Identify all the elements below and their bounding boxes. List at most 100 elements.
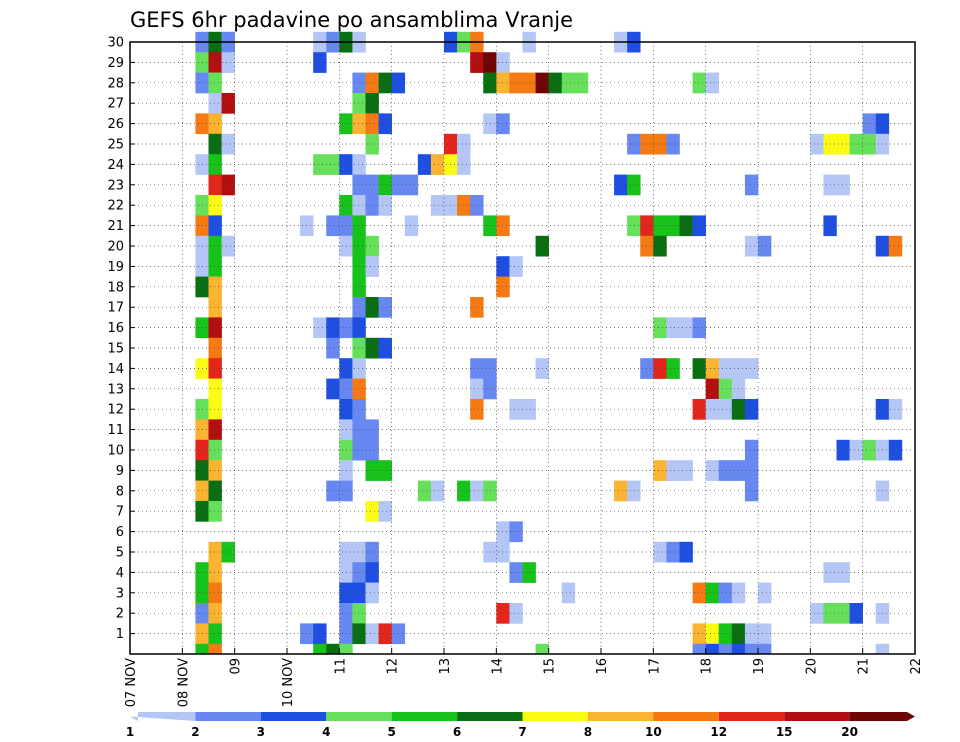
heatmap-cell — [208, 174, 222, 196]
heatmap-cell — [457, 133, 471, 155]
heatmap-cell — [378, 297, 392, 318]
heatmap-cell — [352, 399, 366, 420]
heatmap-cell — [195, 643, 209, 654]
heatmap-cell — [208, 378, 222, 400]
heatmap-cell — [758, 623, 772, 645]
legend-swatch — [260, 712, 327, 721]
heatmap-cell — [705, 358, 720, 379]
legend-swatch — [849, 712, 915, 721]
heatmap-cell — [208, 480, 222, 502]
heatmap-cell — [404, 215, 419, 237]
heatmap-cell — [208, 317, 222, 339]
heatmap-cell — [509, 603, 523, 624]
heatmap-cell — [352, 276, 366, 298]
y-tick-label: 6 — [116, 525, 124, 540]
heatmap-cell — [470, 195, 484, 216]
heatmap-cell — [744, 235, 759, 257]
y-tick-label: 12 — [107, 403, 124, 418]
heatmap-cell — [430, 480, 445, 502]
y-tick-label: 9 — [116, 464, 124, 479]
legend-swatch — [784, 712, 850, 721]
heatmap-cell — [483, 72, 497, 94]
y-tick-label: 17 — [107, 301, 124, 316]
heatmap-cell — [326, 643, 340, 654]
y-tick-label: 18 — [107, 280, 124, 295]
heatmap-cell — [653, 541, 667, 563]
heatmap-cell — [208, 133, 222, 155]
x-tick-label: 10 NOV — [281, 658, 296, 707]
x-tick-label: 07 NOV — [124, 658, 139, 707]
heatmap-cell — [744, 174, 759, 196]
heatmap-cell — [208, 215, 222, 237]
heatmap-cell — [718, 460, 733, 481]
heatmap-cell — [627, 480, 641, 502]
heatmap-cell — [705, 72, 720, 94]
heatmap-cell — [836, 133, 850, 155]
heatmap-cell — [365, 501, 379, 522]
y-tick-label: 22 — [107, 199, 124, 214]
heatmap-cell — [692, 358, 706, 379]
heatmap-cell — [365, 195, 379, 216]
heatmap-cell — [221, 133, 235, 155]
heatmap-cell — [705, 399, 720, 420]
legend-label: 4 — [322, 725, 330, 739]
heatmap-cell — [208, 256, 222, 277]
heatmap-cell — [836, 562, 850, 583]
x-tick-label: 17 — [647, 658, 662, 675]
x-tick-label: 14 — [490, 658, 505, 675]
heatmap-cell — [483, 52, 497, 73]
heatmap-cell — [496, 276, 510, 298]
heatmap-cell — [483, 480, 497, 502]
heatmap-cell — [496, 521, 510, 543]
heatmap-cell — [457, 480, 471, 502]
heatmap-cell — [744, 480, 759, 502]
heatmap-cell — [692, 72, 706, 94]
heatmap-cell — [627, 174, 641, 196]
color-legend: 1 2 3 4 5 6 7 8 10 12 15 20 — [126, 712, 915, 739]
heatmap-cell — [653, 317, 667, 339]
heatmap-cell — [378, 195, 392, 216]
heatmap-cell — [718, 378, 733, 400]
y-tick-label: 19 — [107, 260, 124, 275]
heatmap-cell — [365, 337, 379, 359]
heatmap-cell — [509, 521, 523, 543]
heatmap-cell — [365, 133, 379, 155]
heatmap-cell — [836, 603, 850, 624]
heatmap-cell — [208, 439, 222, 461]
heatmap-cell — [653, 358, 667, 379]
heatmap-cell — [326, 154, 340, 175]
heatmap-cell — [339, 643, 353, 654]
heatmap-cell — [496, 215, 510, 237]
heatmap-cell — [208, 72, 222, 94]
y-tick-label: 15 — [107, 342, 124, 357]
heatmap-cell — [705, 623, 720, 645]
y-axis-ticks: 1234567891011121314151617181920212223242… — [107, 36, 135, 642]
heatmap-cell — [365, 582, 379, 604]
heatmap-cell — [483, 541, 497, 563]
heatmap-cell — [692, 623, 706, 645]
heatmap-cell — [378, 623, 392, 645]
x-tick-label: 21 — [857, 658, 872, 675]
heatmap-cell — [221, 541, 235, 563]
heatmap-cell — [483, 358, 497, 379]
heatmap-cell — [718, 643, 733, 654]
heatmap-cell — [221, 52, 235, 73]
heatmap-cell — [653, 235, 667, 257]
heatmap-cell — [417, 154, 432, 175]
heatmap-cell — [653, 133, 667, 155]
legend-label: 5 — [387, 725, 395, 739]
heatmap-cell — [378, 501, 392, 522]
heatmap-cell — [352, 439, 366, 461]
heatmap-cell — [470, 378, 484, 400]
heatmap-cell — [352, 195, 366, 216]
heatmap-cell — [378, 337, 392, 359]
y-tick-label: 4 — [116, 566, 124, 581]
heatmap-cell — [875, 643, 890, 654]
legend-label: 8 — [584, 725, 592, 739]
legend-swatch — [457, 712, 523, 721]
heatmap-cell — [208, 113, 222, 135]
heatmap-cell — [744, 399, 759, 420]
heatmap-cell — [208, 154, 222, 175]
heatmap-cell — [810, 133, 824, 155]
